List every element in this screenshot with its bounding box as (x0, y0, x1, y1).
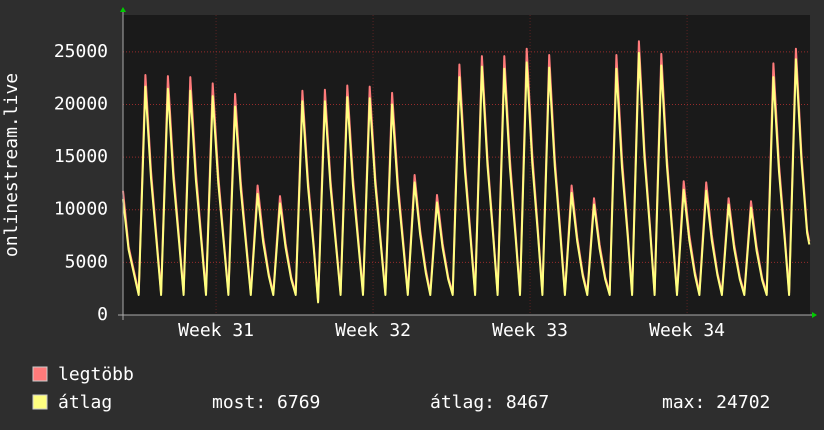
legend-label: átlag (58, 392, 112, 413)
x-tick-label: Week 32 (335, 320, 411, 341)
y-tick-label: 15000 (54, 146, 108, 167)
legend-swatch (32, 394, 48, 410)
stat-average: átlag: 8467 (430, 392, 549, 413)
y-tick-label: 5000 (65, 251, 108, 272)
stat-max: max: 24702 (662, 392, 770, 413)
legend-swatch (32, 366, 48, 382)
series-line (122, 51, 811, 304)
x-tick-label: Week 31 (178, 320, 254, 341)
axis-arrow (120, 7, 126, 12)
plot-area (123, 15, 810, 315)
y-tick-label: 10000 (54, 199, 108, 220)
x-tick-label: Week 33 (492, 320, 568, 341)
y-tick-label: 0 (97, 304, 108, 325)
y-tick-label: 20000 (54, 93, 108, 114)
x-tick-label: Week 34 (649, 320, 725, 341)
y-axis-label: onlinestream.live (1, 73, 22, 257)
legend-label: legtöbb (58, 364, 134, 385)
axis-arrow (812, 312, 817, 318)
y-tick-label: 25000 (54, 41, 108, 62)
stat-current: most: 6769 (212, 392, 320, 413)
